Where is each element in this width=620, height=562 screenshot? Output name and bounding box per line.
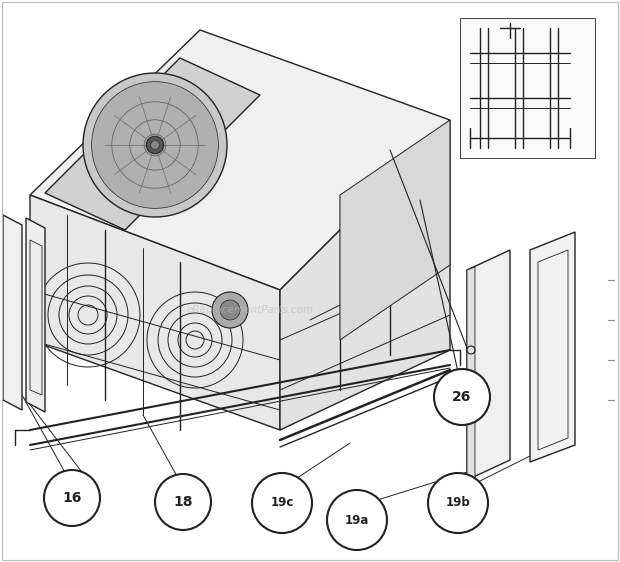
Circle shape — [212, 292, 248, 328]
Circle shape — [151, 140, 159, 149]
Text: 19c: 19c — [270, 496, 294, 510]
Polygon shape — [30, 195, 280, 430]
Polygon shape — [45, 58, 260, 230]
Polygon shape — [26, 218, 45, 412]
Text: 19b: 19b — [446, 496, 471, 510]
Circle shape — [155, 474, 211, 530]
Circle shape — [434, 369, 490, 425]
Text: 26: 26 — [453, 390, 472, 404]
Circle shape — [220, 300, 240, 320]
Circle shape — [252, 473, 312, 533]
Polygon shape — [467, 267, 475, 480]
Circle shape — [44, 470, 100, 526]
Circle shape — [146, 137, 164, 153]
Polygon shape — [460, 18, 595, 158]
Text: 19a: 19a — [345, 514, 369, 527]
Circle shape — [83, 73, 227, 217]
Polygon shape — [280, 120, 450, 430]
Text: 18: 18 — [173, 495, 193, 509]
Circle shape — [92, 81, 218, 209]
Circle shape — [327, 490, 387, 550]
Polygon shape — [30, 30, 450, 290]
Text: 16: 16 — [63, 491, 82, 505]
Text: eReplacementParts.com: eReplacementParts.com — [187, 305, 314, 315]
Polygon shape — [467, 250, 510, 480]
Circle shape — [428, 473, 488, 533]
Polygon shape — [530, 232, 575, 462]
Polygon shape — [340, 120, 450, 340]
Polygon shape — [3, 215, 22, 410]
